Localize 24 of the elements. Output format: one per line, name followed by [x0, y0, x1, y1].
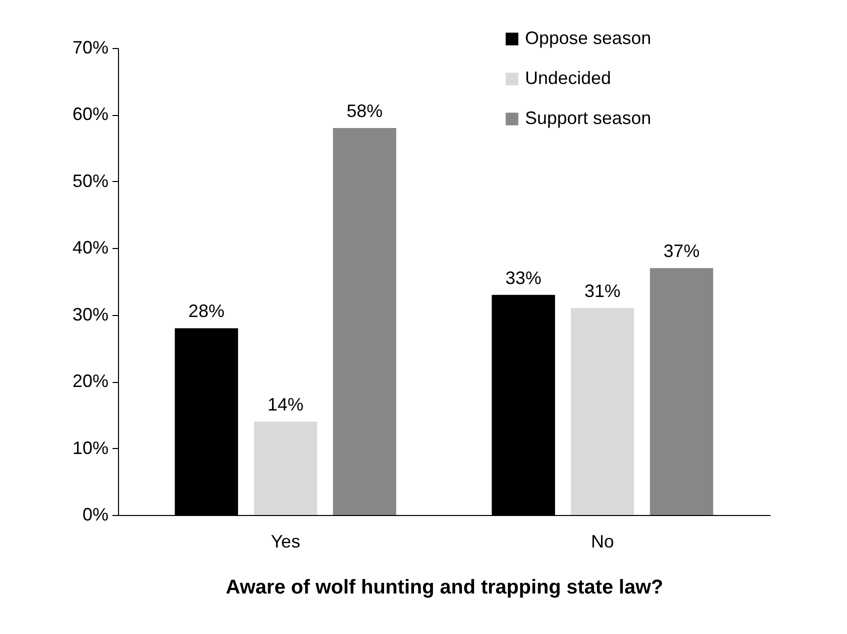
data-label: 28% — [188, 301, 224, 322]
y-tick-label: 0% — [82, 504, 108, 524]
y-tick-label: 50% — [72, 170, 108, 191]
x-tick-label: No — [590, 532, 614, 552]
bar — [332, 128, 396, 515]
data-label: 58% — [346, 101, 383, 122]
bar — [650, 268, 714, 515]
legend-label: Undecided — [525, 68, 612, 88]
data-label: 37% — [664, 241, 700, 262]
bar — [254, 422, 318, 515]
legend-label: Oppose season — [525, 28, 652, 48]
x-axis-title: Aware of wolf hunting and trapping state law? — [226, 576, 664, 598]
y-tick-label: 30% — [72, 304, 108, 324]
y-tick-label: 20% — [72, 371, 108, 392]
x-tick-label: Yes — [270, 532, 300, 552]
y-tick-label: 10% — [72, 438, 108, 458]
data-label: 14% — [268, 394, 304, 415]
y-tick-label: 40% — [72, 238, 108, 258]
y-tick-label: 60% — [72, 104, 108, 124]
data-label: 31% — [584, 281, 620, 302]
legend-label: Support season — [525, 108, 652, 128]
data-label: 33% — [505, 268, 542, 288]
bar — [570, 308, 634, 515]
y-tick-label: 70% — [72, 38, 108, 58]
